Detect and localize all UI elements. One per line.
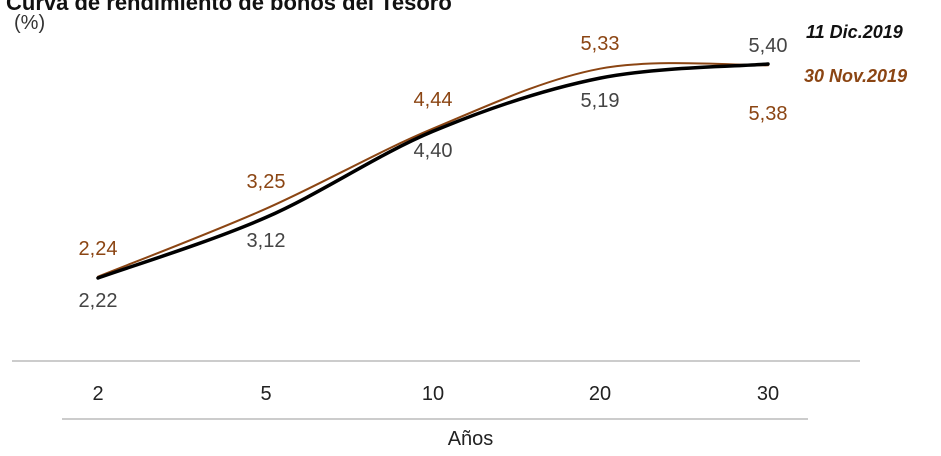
- data-label-dec-30: 5,40: [749, 35, 788, 57]
- data-label-nov-20: 5,33: [581, 33, 620, 55]
- series-line-dec-2019: [96, 62, 770, 280]
- series-name-nov: 30 Nov.2019: [804, 66, 908, 86]
- data-label-dec-2: 2,22: [79, 290, 118, 312]
- data-label-dec-10: 4,40: [414, 140, 453, 162]
- x-axis-title: Años: [447, 428, 494, 450]
- x-tick-30: 30: [757, 383, 779, 405]
- data-label-nov-5: 3,25: [247, 171, 286, 193]
- series-name-dec: 11 Dic.2019: [806, 22, 903, 42]
- data-label-dec-5: 3,12: [247, 230, 286, 252]
- data-label-nov-30: 5,38: [749, 103, 788, 125]
- data-label-nov-10: 4,44: [414, 89, 453, 111]
- x-tick-20: 20: [589, 383, 611, 405]
- chart-title: Curva de rendimiento de bonos del Tesoro: [6, 0, 452, 15]
- x-tick-5: 5: [260, 383, 271, 405]
- data-label-dec-20: 5,19: [581, 90, 620, 112]
- data-label-nov-2: 2,24: [79, 238, 118, 260]
- series-line-nov-2019: [97, 62, 769, 278]
- unit-label: (%): [14, 12, 46, 34]
- x-tick-10: 10: [422, 383, 444, 405]
- x-tick-2: 2: [92, 383, 103, 405]
